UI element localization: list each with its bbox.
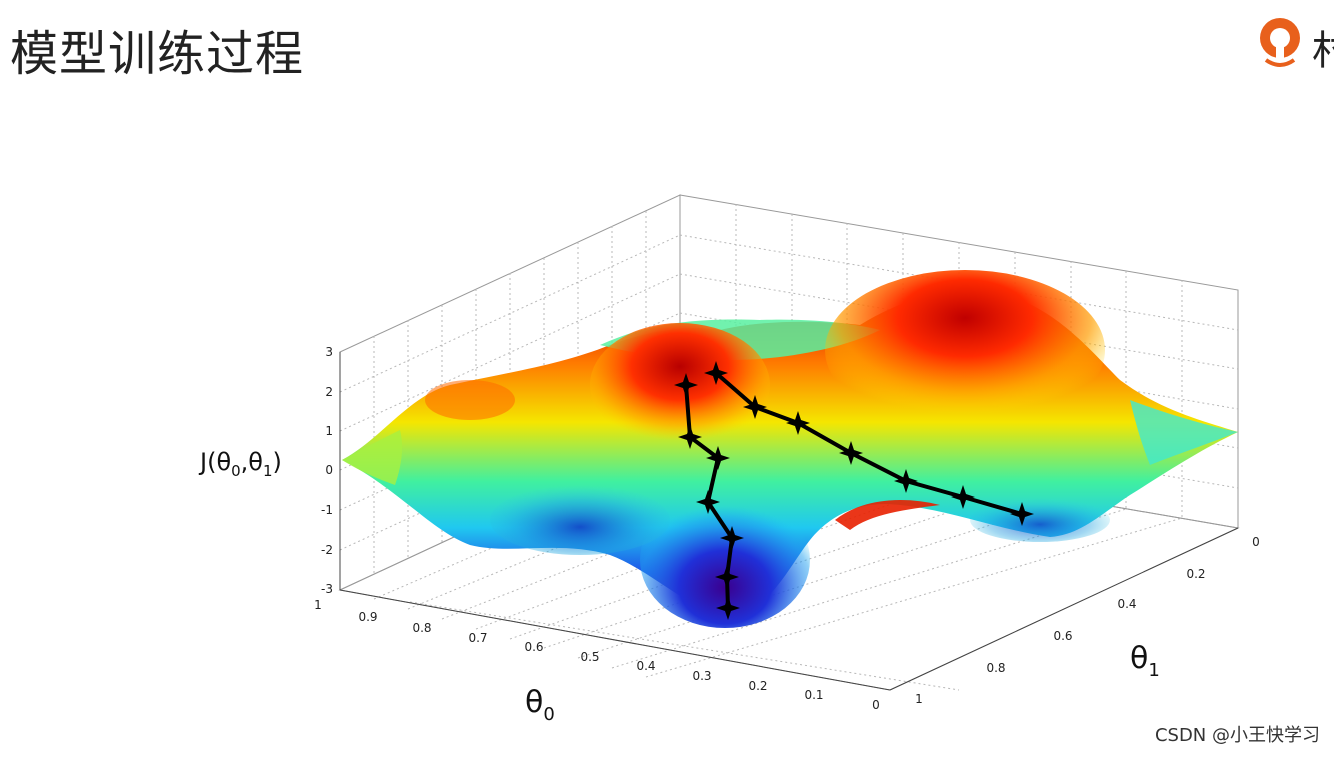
theta0-tick: 0.8 [412,621,431,635]
theta1-tick: 0.2 [1186,567,1205,581]
theta0-tick: 0.4 [636,659,655,673]
path-marker [715,565,739,589]
path-marker [786,411,810,435]
path-marker [716,596,740,620]
path-marker [696,490,720,514]
theta0-tick: 0.5 [580,650,599,664]
theta1-axis-ticks: 0 0.2 0.4 0.6 0.8 1 [915,535,1260,706]
theta1-tick: 0 [1252,535,1260,549]
theta0-axis-label: θ0 [525,685,555,725]
z-tick: 0 [325,463,333,477]
theta0-tick: 0 [872,698,880,712]
slide-title: 模型训练过程 [10,26,305,82]
theta1-tick: 0.6 [1053,629,1072,643]
z-tick: 1 [325,424,333,438]
logo-icon [1260,18,1300,67]
path-marker [720,526,744,550]
theta0-axis-ticks: 1 0.9 0.8 0.7 0.6 0.5 0.4 0.3 0.2 0.1 0 [314,598,880,712]
z-tick: 2 [325,385,333,399]
theta0-tick: 0.2 [748,679,767,693]
cost-surface [342,270,1238,628]
z-tick: -1 [321,503,333,517]
path-marker [743,395,767,419]
theta0-tick: 0.9 [358,610,377,624]
front-axes [339,352,1239,691]
theta0-tick: 1 [314,598,322,612]
path-marker [951,485,975,509]
z-tick: 3 [325,345,333,359]
z-tick: -3 [321,582,333,596]
path-marker [894,469,918,493]
z-tick: -2 [321,543,333,557]
brand-logo [1256,12,1334,72]
path-marker [706,446,730,470]
theta0-tick: 0.6 [524,640,543,654]
surface-plot-svg: 3 2 1 0 -1 -2 -3 1 0.9 0.8 0.7 0.6 0.5 0… [198,194,1260,725]
theta0-tick: 0.7 [468,631,487,645]
descent-path-markers [674,361,1034,620]
path-marker [704,361,728,385]
surface-plot: 3 2 1 0 -1 -2 -3 1 0.9 0.8 0.7 0.6 0.5 0… [175,152,1334,753]
theta1-tick: 1 [915,692,923,706]
theta1-tick: 0.8 [986,661,1005,675]
z-axis-ticks: 3 2 1 0 -1 -2 -3 [321,345,333,596]
path-marker [1010,502,1034,526]
theta1-tick: 0.4 [1117,597,1136,611]
theta0-tick: 0.3 [692,669,711,683]
watermark: CSDN @小王快学习 [1154,725,1320,746]
path-marker [839,441,863,465]
logo-text: 村 [1312,28,1334,74]
path-marker [674,373,698,397]
z-axis-label: J(θ0,θ1) [198,448,282,480]
theta1-axis-label: θ1 [1130,641,1160,681]
theta0-tick: 0.1 [804,688,823,702]
path-marker [678,425,702,449]
